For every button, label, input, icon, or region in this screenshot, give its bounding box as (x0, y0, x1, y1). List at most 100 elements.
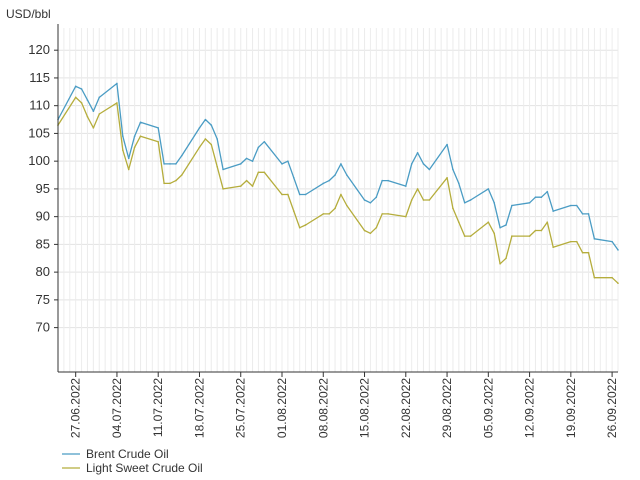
data-point-brent (416, 152, 419, 154)
data-point-light-sweet (446, 177, 448, 179)
data-point-brent (340, 163, 342, 165)
y-tick-label: 85 (36, 236, 50, 251)
data-point-light-sweet (216, 165, 218, 168)
data-point-light-sweet (180, 174, 183, 176)
data-point-brent (133, 135, 136, 137)
data-point-light-sweet (505, 257, 507, 260)
series-line-light-sweet (57, 96, 619, 284)
data-point-light-sweet (304, 224, 307, 226)
data-point-light-sweet (251, 185, 254, 187)
x-tick-label: 01.08.2022 (275, 378, 289, 438)
x-tick-label: 12.09.2022 (523, 378, 537, 438)
data-point-light-sweet (552, 246, 554, 248)
data-point-light-sweet (98, 113, 101, 115)
data-point-brent (570, 204, 572, 207)
data-point-brent (611, 240, 613, 243)
data-point-light-sweet (239, 185, 242, 187)
y-tick-label: 80 (36, 264, 50, 279)
x-tick-label: 11.07.2022 (151, 378, 165, 437)
data-point-brent (287, 160, 289, 162)
data-point-brent (387, 179, 389, 182)
data-point-brent (499, 226, 501, 229)
data-point-brent (180, 154, 183, 157)
data-point-light-sweet (92, 127, 95, 129)
data-point-light-sweet (292, 210, 295, 212)
axes (54, 24, 618, 377)
data-point-light-sweet (257, 171, 260, 174)
data-point-light-sweet (363, 229, 366, 232)
legend-item-light-sweet[interactable]: Light Sweet Crude Oil (62, 461, 203, 475)
data-point-light-sweet (469, 235, 472, 237)
data-point-brent (292, 177, 295, 179)
data-point-brent (487, 188, 490, 190)
data-point-light-sweet (381, 213, 384, 215)
data-point-light-sweet (86, 115, 89, 118)
data-point-brent (593, 238, 596, 240)
y-tick-label: 115 (29, 70, 50, 85)
legend-label-brent: Brent Crude Oil (86, 447, 169, 461)
data-point-light-sweet (328, 213, 330, 215)
data-point-light-sweet (175, 179, 177, 182)
data-point-light-sweet (198, 146, 201, 149)
data-point-brent (328, 179, 330, 182)
data-point-light-sweet (387, 213, 389, 215)
x-tick-label: 29.08.2022 (440, 378, 454, 438)
x-tick-label: 26.09.2022 (605, 378, 619, 438)
data-point-brent (617, 249, 619, 251)
data-point-brent (375, 196, 378, 199)
data-point-brent (175, 163, 177, 165)
data-point-brent (322, 182, 325, 185)
x-tick-label: 25.07.2022 (234, 378, 248, 438)
data-point-light-sweet (587, 251, 590, 254)
data-point-light-sweet (581, 251, 584, 254)
x-tick-label: 19.09.2022 (564, 378, 578, 438)
data-point-brent (587, 213, 590, 215)
data-point-light-sweet (422, 199, 425, 201)
y-tick-label: 105 (28, 125, 50, 140)
data-point-light-sweet (127, 168, 130, 171)
legend: Brent Crude Oil Light Sweet Crude Oil (62, 447, 203, 475)
data-point-brent (505, 224, 507, 226)
data-point-brent (98, 96, 101, 99)
data-point-brent (251, 160, 254, 162)
data-point-light-sweet (80, 102, 83, 104)
data-point-brent (245, 157, 248, 160)
data-point-light-sweet (463, 235, 466, 237)
data-point-brent (534, 196, 537, 199)
data-point-brent (469, 199, 472, 201)
data-point-brent (210, 124, 213, 126)
data-point-brent (363, 199, 366, 201)
data-point-light-sweet (74, 96, 77, 99)
data-point-brent (139, 121, 142, 124)
data-point-light-sweet (210, 143, 213, 146)
data-point-light-sweet (263, 171, 266, 174)
data-point-light-sweet (340, 193, 342, 196)
series-line-brent (57, 82, 619, 251)
data-point-brent (298, 193, 301, 196)
data-point-light-sweet (122, 149, 124, 151)
data-point-light-sweet (617, 282, 619, 285)
data-point-light-sweet (245, 179, 248, 182)
data-point-brent (198, 127, 201, 129)
data-point-brent (127, 157, 130, 160)
data-point-light-sweet (570, 240, 572, 243)
data-point-brent (446, 143, 448, 146)
data-point-brent (346, 174, 348, 176)
data-point-light-sweet (139, 135, 142, 137)
legend-item-brent[interactable]: Brent Crude Oil (62, 447, 169, 461)
data-point-brent (540, 196, 543, 199)
legend-label-light-sweet: Light Sweet Crude Oil (86, 461, 203, 475)
data-point-light-sweet (369, 232, 372, 235)
data-point-light-sweet (163, 182, 165, 185)
data-point-brent (511, 204, 513, 207)
data-point-brent (404, 185, 407, 187)
data-point-light-sweet (511, 235, 513, 237)
data-point-brent (157, 127, 160, 129)
data-point-brent (463, 201, 466, 204)
data-point-light-sweet (222, 188, 224, 190)
data-point-light-sweet (575, 240, 578, 243)
x-tick-label: 15.08.2022 (358, 378, 372, 438)
data-point-brent (575, 204, 578, 207)
data-point-brent (334, 174, 336, 176)
data-point-light-sweet (540, 229, 543, 232)
